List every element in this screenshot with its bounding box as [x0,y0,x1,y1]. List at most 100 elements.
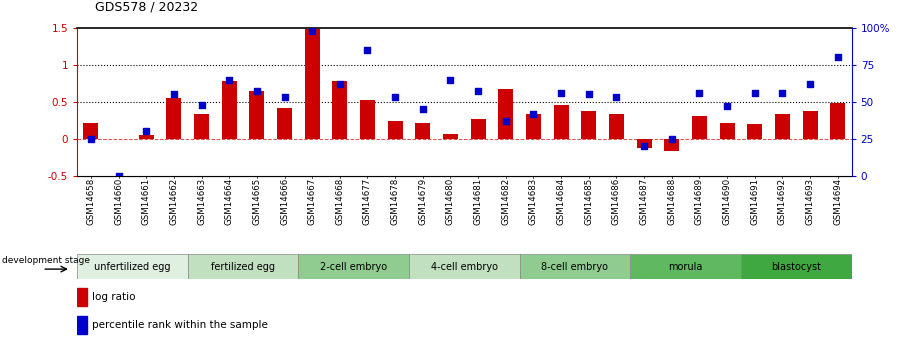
Text: log ratio: log ratio [92,292,135,302]
Point [333,81,347,87]
Text: GSM14661: GSM14661 [141,178,150,225]
Bar [747,124,763,139]
Point [498,118,513,124]
Point [388,95,402,100]
Text: percentile rank within the sample: percentile rank within the sample [92,320,267,330]
Text: GSM14666: GSM14666 [280,178,289,225]
Text: GSM14688: GSM14688 [668,178,676,225]
Text: fertilized egg: fertilized egg [211,262,275,272]
Point [416,106,430,112]
Bar [77,288,87,306]
Bar [388,121,403,139]
Bar [277,108,292,139]
Bar [664,139,680,151]
Text: GSM14660: GSM14660 [114,178,123,225]
Point [803,81,817,87]
Text: GSM14689: GSM14689 [695,178,704,225]
Bar [222,81,236,139]
Bar [582,111,596,139]
Point [443,77,458,82]
Bar [470,119,486,139]
Point [582,92,596,97]
Bar [194,115,209,139]
Text: GSM14662: GSM14662 [169,178,178,225]
Point [692,90,707,96]
Point [747,90,762,96]
Point [776,90,790,96]
Point [194,102,208,108]
Text: GSM14680: GSM14680 [446,178,455,225]
Point [139,129,153,134]
Point [637,144,651,149]
Bar [803,111,818,139]
Text: GSM14682: GSM14682 [501,178,510,225]
Text: GSM14692: GSM14692 [778,178,787,225]
Bar [77,316,87,334]
Text: blastocyst: blastocyst [771,262,822,272]
Bar [166,98,181,139]
Point [665,136,680,142]
Text: GSM14664: GSM14664 [225,178,234,225]
Bar [692,116,707,139]
Text: GDS578 / 20232: GDS578 / 20232 [95,1,198,14]
Text: GSM14658: GSM14658 [86,178,95,225]
Point [111,173,126,179]
Text: development stage: development stage [2,256,90,265]
Bar [333,81,347,139]
Text: GSM14679: GSM14679 [419,178,428,225]
Bar [775,114,790,139]
Text: 4-cell embryo: 4-cell embryo [431,262,497,272]
Text: morula: morula [669,262,703,272]
Text: GSM14694: GSM14694 [834,178,843,225]
FancyBboxPatch shape [188,254,298,279]
Text: GSM14667: GSM14667 [308,178,317,225]
Point [720,104,735,109]
Bar [830,103,845,139]
FancyBboxPatch shape [409,254,520,279]
Point [222,77,236,82]
Bar [554,105,569,139]
Bar [415,122,430,139]
FancyBboxPatch shape [631,254,741,279]
Bar [139,135,154,139]
Bar [83,122,99,139]
Text: GSM14690: GSM14690 [723,178,732,225]
Bar [443,134,458,139]
Bar [719,122,735,139]
Text: GSM14681: GSM14681 [474,178,483,225]
Point [471,89,486,94]
Point [305,28,320,33]
Text: GSM14686: GSM14686 [612,178,621,225]
Point [554,90,568,96]
Text: GSM14684: GSM14684 [556,178,565,225]
Bar [360,100,375,139]
Text: GSM14687: GSM14687 [640,178,649,225]
Text: GSM14691: GSM14691 [750,178,759,225]
Point [249,89,264,94]
Point [361,47,375,53]
Point [83,136,98,142]
Point [277,95,292,100]
Point [831,55,845,60]
Bar [304,29,320,139]
Text: GSM14665: GSM14665 [253,178,261,225]
FancyBboxPatch shape [77,254,188,279]
Bar [609,114,624,139]
Text: GSM14663: GSM14663 [197,178,206,225]
Bar [637,139,651,148]
FancyBboxPatch shape [298,254,409,279]
Text: 8-cell embryo: 8-cell embryo [542,262,609,272]
Bar [525,115,541,139]
Bar [498,89,514,139]
Text: GSM14677: GSM14677 [363,178,372,225]
Text: GSM14685: GSM14685 [584,178,593,225]
Text: GSM14668: GSM14668 [335,178,344,225]
Point [526,111,541,116]
Point [167,92,181,97]
Text: GSM14678: GSM14678 [390,178,400,225]
Text: 2-cell embryo: 2-cell embryo [320,262,387,272]
Text: GSM14693: GSM14693 [805,178,814,225]
Bar [249,91,265,139]
Point [609,95,623,100]
FancyBboxPatch shape [520,254,631,279]
